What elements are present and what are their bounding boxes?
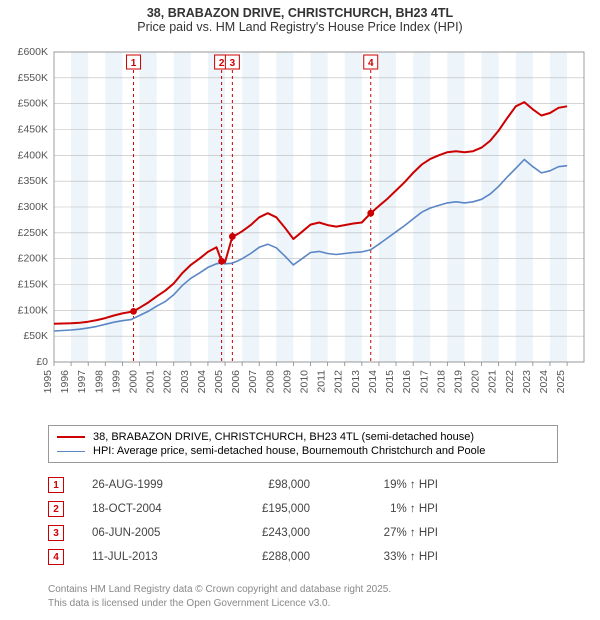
svg-text:1995: 1995 [42,370,54,394]
svg-text:£0: £0 [36,356,48,368]
chart-title: 38, BRABAZON DRIVE, CHRISTCHURCH, BH23 4… [8,6,592,20]
svg-text:2008: 2008 [264,370,276,394]
svg-text:2010: 2010 [299,370,311,394]
svg-text:2022: 2022 [504,370,516,394]
attribution-line: Contains HM Land Registry data © Crown c… [48,583,592,597]
sales-row: 4 11-JUL-2013 £288,000 33% ↑ HPI [48,545,592,569]
svg-text:2021: 2021 [487,370,499,394]
svg-text:2: 2 [219,58,225,69]
sales-row: 1 26-AUG-1999 £98,000 19% ↑ HPI [48,473,592,497]
sale-marker-box: 1 [48,477,64,493]
svg-text:£400K: £400K [18,149,48,161]
legend-label: 38, BRABAZON DRIVE, CHRISTCHURCH, BH23 4… [93,431,474,443]
svg-text:2011: 2011 [316,370,328,393]
svg-text:2004: 2004 [196,370,208,394]
attribution: Contains HM Land Registry data © Crown c… [48,583,592,610]
svg-text:2002: 2002 [162,370,174,394]
svg-text:1997: 1997 [76,370,88,394]
svg-text:2003: 2003 [179,370,191,394]
svg-text:£550K: £550K [18,72,48,84]
sale-price: £288,000 [230,551,310,563]
svg-text:2023: 2023 [521,370,533,394]
svg-text:3: 3 [230,58,236,69]
svg-text:2014: 2014 [367,370,379,394]
svg-text:£250K: £250K [18,227,48,239]
svg-text:£150K: £150K [18,279,48,291]
sale-hpi: 33% ↑ HPI [338,551,438,563]
sales-table: 1 26-AUG-1999 £98,000 19% ↑ HPI 2 18-OCT-2004… [48,473,592,569]
chart-area: £0 £50K £100K £150K £200K £250K £300K £350K £400… [8,42,592,417]
chart-subtitle: Price paid vs. HM Land Registry's House … [8,20,592,34]
svg-text:1996: 1996 [59,370,71,394]
svg-text:2009: 2009 [281,370,293,394]
sale-marker-box: 3 [48,525,64,541]
svg-text:1998: 1998 [93,370,105,394]
svg-text:2000: 2000 [128,370,140,394]
svg-text:£350K: £350K [18,175,48,187]
chart-svg: £0 £50K £100K £150K £200K £250K £300K £350K £400… [8,42,592,412]
sale-hpi: 27% ↑ HPI [338,527,438,539]
svg-text:1: 1 [131,58,137,69]
svg-text:4: 4 [368,58,374,69]
svg-text:1999: 1999 [110,370,122,394]
sale-price: £195,000 [230,503,310,515]
svg-text:2015: 2015 [384,370,396,394]
sale-price: £243,000 [230,527,310,539]
attribution-line: This data is licensed under the Open Gov… [48,597,592,611]
legend-swatch [57,451,85,452]
svg-text:2007: 2007 [247,370,259,394]
svg-text:2001: 2001 [145,370,157,394]
legend-label: HPI: Average price, semi-detached house,… [93,445,485,457]
svg-text:2025: 2025 [555,370,567,394]
legend-row: 38, BRABAZON DRIVE, CHRISTCHURCH, BH23 4… [57,430,549,444]
svg-text:2016: 2016 [401,370,413,394]
svg-text:2013: 2013 [350,370,362,394]
svg-text:2020: 2020 [470,370,482,394]
svg-text:2019: 2019 [452,370,464,394]
svg-text:£50K: £50K [23,330,48,342]
sale-date: 06-JUN-2005 [92,527,202,539]
sale-marker-box: 2 [48,501,64,517]
svg-text:£100K: £100K [18,304,48,316]
svg-text:£300K: £300K [18,201,48,213]
sales-row: 3 06-JUN-2005 £243,000 27% ↑ HPI [48,521,592,545]
sale-date: 26-AUG-1999 [92,479,202,491]
sale-price: £98,000 [230,479,310,491]
sale-hpi: 19% ↑ HPI [338,479,438,491]
svg-text:2005: 2005 [213,370,225,394]
legend-swatch [57,436,85,438]
svg-text:2024: 2024 [538,370,550,394]
svg-text:£450K: £450K [18,124,48,136]
svg-text:£600K: £600K [18,46,48,58]
legend-row: HPI: Average price, semi-detached house,… [57,444,549,458]
sale-marker-box: 4 [48,549,64,565]
sale-date: 11-JUL-2013 [92,551,202,563]
svg-text:£200K: £200K [18,253,48,265]
svg-text:£500K: £500K [18,98,48,110]
sales-row: 2 18-OCT-2004 £195,000 1% ↑ HPI [48,497,592,521]
sale-hpi: 1% ↑ HPI [338,503,438,515]
sale-date: 18-OCT-2004 [92,503,202,515]
svg-text:2017: 2017 [418,370,430,394]
legend: 38, BRABAZON DRIVE, CHRISTCHURCH, BH23 4… [48,425,558,463]
svg-text:2006: 2006 [230,370,242,394]
svg-text:2018: 2018 [435,370,447,394]
svg-text:2012: 2012 [333,370,345,394]
